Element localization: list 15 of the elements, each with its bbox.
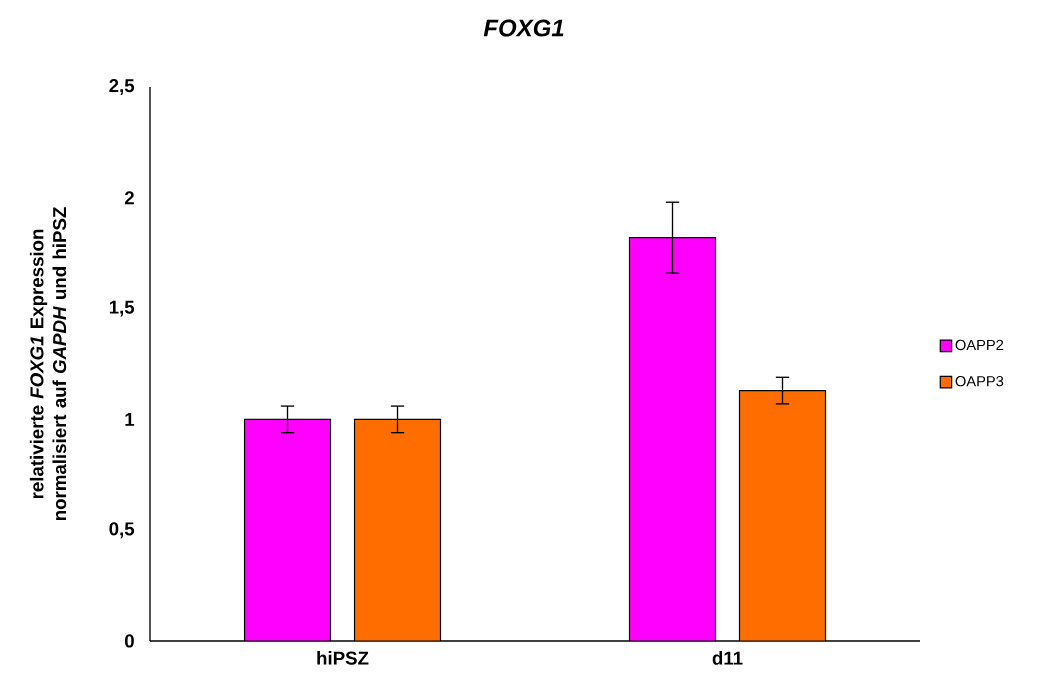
x-tick-label: d11 bbox=[712, 651, 743, 665]
y-tick-label: 1,5 bbox=[109, 300, 135, 317]
y-tick-label: 0,5 bbox=[109, 522, 135, 539]
bar bbox=[243, 418, 332, 641]
y-tick-label: 0 bbox=[124, 634, 134, 648]
bar bbox=[628, 237, 717, 641]
y-tick-label: 2,5 bbox=[109, 79, 135, 95]
x-tick-label: hiPSZ bbox=[317, 651, 369, 665]
legend-label: OAPP3 bbox=[955, 376, 1004, 387]
y-tick-label: 2 bbox=[124, 191, 134, 205]
bar bbox=[738, 389, 827, 641]
chart-title: FOXG1 bbox=[483, 19, 564, 37]
legend-label: OAPP2 bbox=[955, 339, 1004, 351]
bar bbox=[353, 418, 442, 641]
y-tick-label: 1 bbox=[125, 412, 135, 426]
